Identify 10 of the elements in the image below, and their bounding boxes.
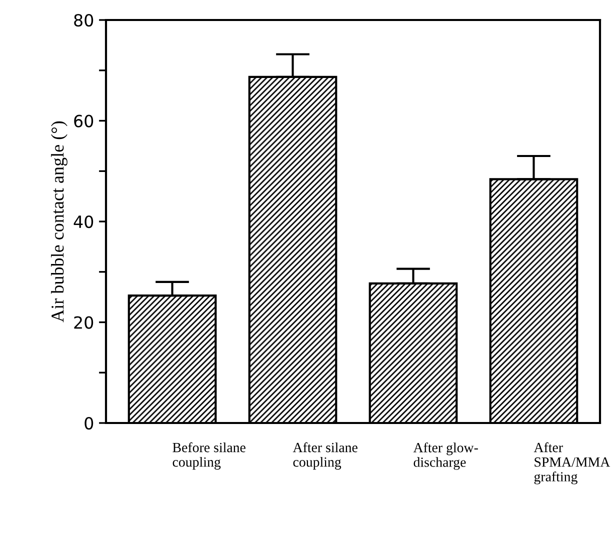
y-tick-label: 60 [74, 114, 94, 128]
y-tick-label: 40 [74, 215, 94, 228]
x-tick-label: After silane coupling [292, 442, 358, 470]
x-tick-label: After SPMA/MMA grafting [534, 442, 610, 484]
x-tick-label: Before silane coupling [172, 442, 246, 470]
y-tick-label: 20 [74, 316, 94, 329]
x-tick-label: After glow- discharge [413, 442, 478, 470]
y-tick-label: 0 [84, 416, 94, 430]
y-axis-title: Air bubble contact angle (°) [51, 121, 68, 322]
y-tick-label: 80 [74, 14, 94, 27]
